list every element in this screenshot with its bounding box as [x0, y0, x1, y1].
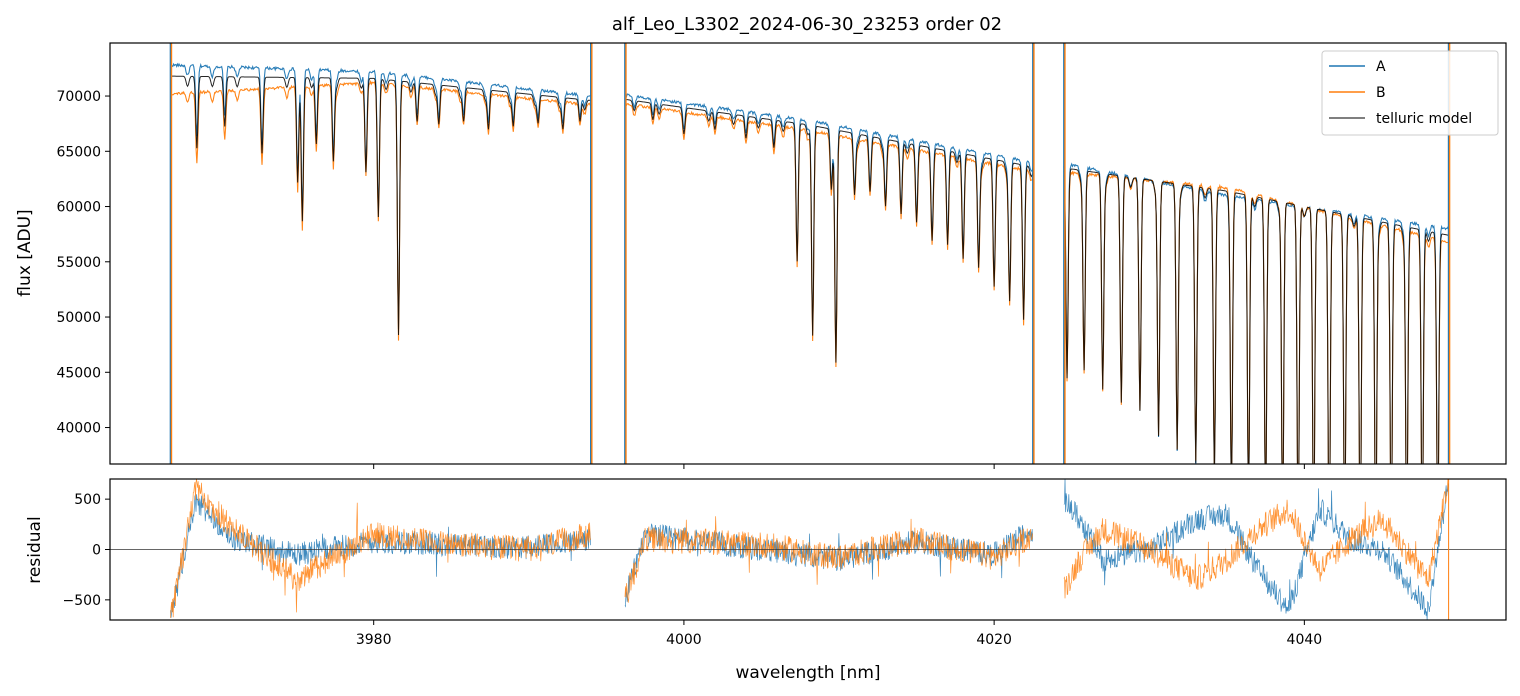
flux-series-telluric-model-segment-0: [170, 75, 591, 336]
residual-x-tick-label: 4020: [976, 632, 1012, 648]
residual-x-tick-label: 3980: [356, 632, 392, 648]
flux-y-tick-label: 70000: [56, 89, 101, 105]
flux-y-tick-label: 50000: [56, 310, 101, 326]
legend-label-b: B: [1376, 85, 1386, 101]
flux-y-tick-label: 45000: [56, 365, 101, 381]
residual-y-tick-label: 500: [74, 492, 101, 508]
flux-series-a-segment-0: [170, 62, 592, 330]
residual-x-ticks: 3980 4000 4020 4040: [356, 620, 1322, 648]
legend-frame: [1321, 50, 1499, 136]
chart-title: alf_Leo_L3302_2024-06-30_23253 order 02: [612, 14, 1002, 35]
flux-y-ticks: 40000 45000 50000 55000 60000 65000 70000: [56, 89, 110, 437]
flux-x-ticks: [373, 464, 1305, 469]
flux-series-b-segment-0: [170, 79, 592, 341]
flux-series-telluric-model-segment-2: [1063, 168, 1449, 464]
legend-label-telluric: telluric model: [1376, 111, 1472, 127]
residual-y-tick-label: −500: [63, 593, 101, 609]
flux-series-telluric-model-segment-1: [624, 98, 1034, 363]
residual-y-axis-label: residual: [25, 516, 45, 583]
flux-series-a-segment-2: [1063, 162, 1450, 464]
residual-plot-area: [110, 479, 1506, 620]
residual-series-a-segment-2: [1063, 479, 1449, 620]
x-axis-label: wavelength [nm]: [735, 663, 880, 683]
residual-y-ticks: −500 0 500: [63, 492, 110, 609]
residual-series-b-segment-0: [170, 479, 592, 618]
flux-y-axis-label: flux [ADU]: [15, 209, 35, 296]
residual-panel: −500 0 500 3980 4000 4020 4040 residual wavel…: [25, 478, 1507, 683]
flux-panel: 40000 45000 50000 55000 60000 65000 70000 flux…: [15, 42, 1507, 469]
residual-series-a-segment-0: [170, 494, 592, 618]
flux-y-tick-label: 55000: [56, 255, 101, 271]
residual-y-tick-label: 0: [92, 543, 101, 559]
flux-plot-area: [169, 43, 1451, 464]
residual-x-tick-label: 4040: [1287, 632, 1323, 648]
residual-series-b-segment-2: [1063, 479, 1449, 599]
flux-y-tick-label: 65000: [56, 144, 101, 160]
legend: A B telluric model: [1321, 50, 1499, 136]
residual-series-a-segment-1: [624, 523, 1034, 608]
residual-series-b-segment-1: [624, 516, 1034, 603]
residual-x-tick-label: 4000: [666, 632, 702, 648]
flux-axes-frame: [109, 42, 1507, 465]
flux-y-tick-label: 60000: [56, 200, 101, 216]
flux-y-tick-label: 40000: [56, 421, 101, 437]
legend-label-a: A: [1376, 59, 1386, 75]
